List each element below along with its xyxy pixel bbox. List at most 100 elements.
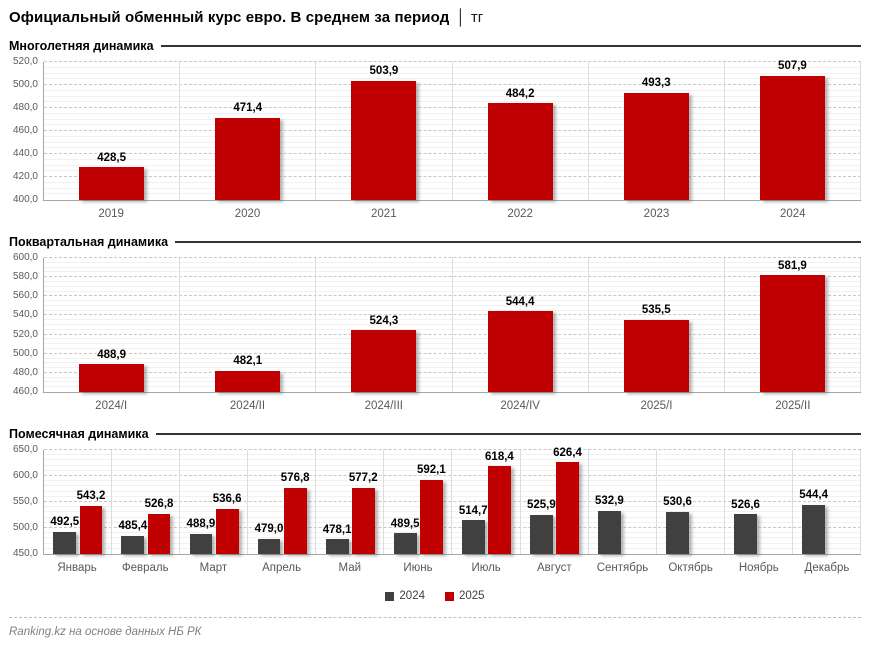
bar: [215, 117, 281, 200]
bar: [623, 319, 689, 392]
section-divider-line: [175, 241, 861, 243]
y-axis-tick-label: 420,0: [12, 171, 38, 182]
bar-value-label: 479,0: [254, 523, 284, 536]
minor-gridline: [44, 485, 861, 487]
category-group: 532,9: [589, 450, 657, 554]
y-axis: 450,0 500,0 550,0 600,0 650,0: [9, 445, 43, 559]
minor-gridline: [44, 454, 861, 456]
x-axis-label: 2022: [507, 207, 533, 220]
x-axis-labels: 2024/I 2024/II 2024/III 2024/IV 2025/I 2025/I…: [43, 393, 861, 418]
minor-gridline: [44, 459, 861, 461]
major-gridline: [44, 501, 861, 502]
bar: [760, 75, 825, 200]
y-axis-tick-label: 560,0: [12, 290, 38, 302]
y-axis-tick-label: 480,0: [12, 366, 38, 378]
x-axis-label: 2019: [98, 207, 124, 220]
x-axis-label: Декабрь: [804, 561, 850, 574]
section-header-multiyear: Многолетняя динамика: [9, 39, 861, 53]
bar-2024: [529, 514, 553, 554]
bar-2025: [351, 487, 375, 554]
bar-value-label: 543,2: [76, 489, 106, 502]
major-gridline: [44, 475, 861, 476]
bar-value-label: 478,1: [322, 523, 352, 536]
bar-value-label: 503,9: [369, 64, 399, 77]
bar-value-label: 485,4: [118, 519, 148, 532]
y-axis: 460,0 480,0 500,0 520,0 540,0 560,0 580,0 600,0: [9, 253, 43, 397]
y-axis-tick-label: 580,0: [12, 271, 38, 283]
bar-2025: [419, 480, 443, 554]
y-axis: 400,0 420,0 440,0 460,0 480,0 500,0 520,0: [9, 57, 43, 205]
minor-gridline: [44, 464, 861, 466]
bar-value-label: 492,5: [50, 516, 80, 529]
bar-value-label: 428,5: [97, 151, 126, 164]
y-axis-tick-label: 460,0: [12, 386, 38, 397]
category-group: 482,1: [180, 258, 317, 392]
major-gridline: [44, 527, 861, 528]
plot-column: 428,5 471,4 503,9 484,2 493,3 507,9 2019 2020 20…: [43, 60, 862, 226]
category-groups: 428,5 471,4 503,9 484,2 493,3 507,9: [44, 60, 862, 200]
bar-value-label: 618,4: [485, 450, 514, 463]
y-axis-tick-label: 440,0: [12, 148, 38, 159]
y-axis-tick-label: 500,0: [12, 522, 38, 533]
minor-gridline: [44, 547, 861, 549]
category-group: 479,0 576,8: [248, 450, 317, 554]
category-groups: 488,9 482,1 524,3 544,4 535,5 581,9: [44, 258, 862, 392]
plot-column: 492,5 543,2 485,4 526,8 488,9 536,6 479,0 576,8…: [43, 447, 861, 580]
x-axis-label: Май: [338, 561, 362, 574]
major-gridline: [44, 449, 861, 450]
x-axis-label: 2024/III: [364, 399, 403, 412]
y-axis-tick-label: 450,0: [12, 548, 38, 559]
section-monthly: Помесячная динамика 450,0 500,0 550,0 600,0…: [9, 427, 861, 604]
section-quarterly: Поквартальная динамика 460,0 480,0 500,0 52…: [9, 235, 862, 418]
category-group: 535,5: [589, 258, 725, 392]
x-axis-label: Апрель: [262, 561, 302, 574]
bar-value-label: 488,9: [186, 518, 216, 531]
section-multiyear: Многолетняя динамика 400,0 420,0 440,0 460,…: [9, 39, 862, 226]
plot-column: 488,9 482,1 524,3 544,4 535,5 581,9 2024/I 2024…: [43, 257, 862, 418]
category-group: 514,7 618,4: [452, 450, 521, 554]
category-group: 524,3: [316, 258, 453, 392]
category-groups: 492,5 543,2 485,4 526,8 488,9 536,6 479,0 576,8…: [44, 447, 861, 554]
minor-gridline: [44, 532, 861, 534]
minor-gridline: [44, 511, 861, 513]
x-axis-label: 2023: [643, 207, 670, 220]
bar: [760, 275, 825, 392]
x-axis-label: Октябрь: [668, 561, 713, 574]
bar: [79, 364, 145, 392]
bar-value-label: 525,9: [526, 498, 556, 511]
major-gridline: [44, 61, 861, 62]
bar-2025: [488, 466, 511, 554]
x-axis-label: Январь: [57, 561, 97, 574]
category-group: 488,9 536,6: [180, 450, 249, 554]
category-group: 544,4: [453, 258, 589, 392]
y-axis-tick-label: 520,0: [12, 56, 38, 67]
category-group: 503,9: [316, 62, 453, 200]
category-group: 492,5 543,2: [44, 450, 113, 554]
minor-gridline: [44, 542, 861, 544]
plot-area: 488,9 482,1 524,3 544,4 535,5 581,9: [43, 257, 862, 393]
bar-value-label: 544,4: [505, 295, 535, 308]
category-group: 471,4: [180, 62, 317, 200]
y-axis-tick-label: 600,0: [12, 470, 38, 481]
x-axis-label: 2025/I: [640, 399, 673, 412]
bar-value-label: 524,3: [369, 314, 399, 327]
category-group: 526,6: [725, 450, 793, 554]
category-group: 478,1 577,2: [316, 450, 385, 554]
x-axis-label: 2024/I: [95, 399, 128, 412]
bar-value-label: 526,8: [144, 498, 174, 511]
footer-source: Ranking.kz на основе данных НБ РК: [9, 626, 202, 638]
legend-label-2024: 2024: [399, 590, 425, 602]
bar-value-label: 577,2: [348, 472, 378, 485]
bar-2025: [215, 508, 239, 554]
bar-value-label: 592,1: [416, 464, 446, 477]
x-axis-label: 2025/II: [775, 399, 811, 412]
category-group: 485,4 526,8: [112, 450, 181, 554]
section-title-quarterly: Поквартальная динамика: [9, 235, 169, 249]
section-title-monthly: Помесячная динамика: [9, 427, 149, 441]
category-group: 488,9: [44, 258, 181, 392]
bar: [487, 103, 553, 200]
section-header-monthly: Помесячная динамика: [9, 427, 861, 441]
y-axis-tick-label: 540,0: [12, 309, 38, 321]
legend-item-2024: 2024: [385, 590, 425, 602]
grid-layer: [44, 449, 861, 554]
